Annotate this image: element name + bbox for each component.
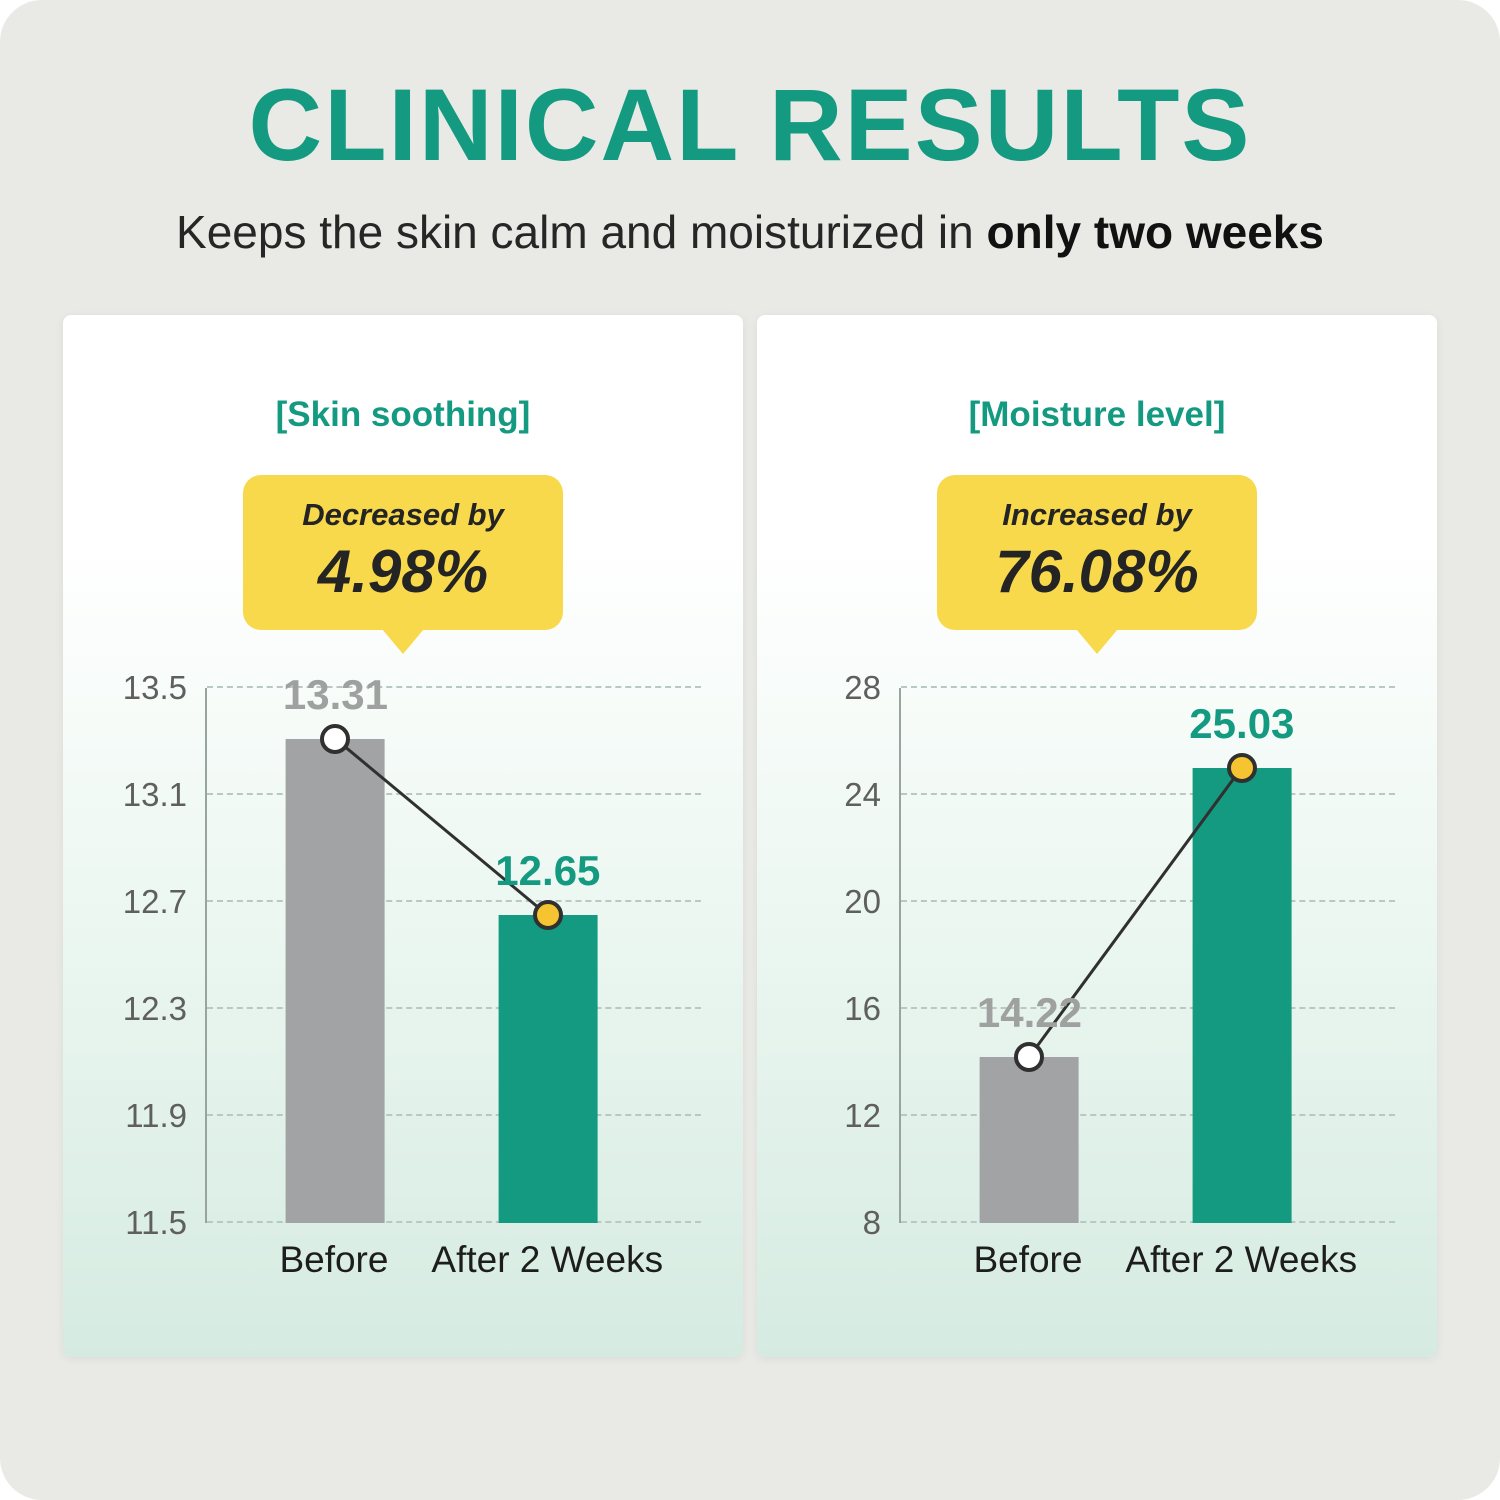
gridline [207, 900, 701, 903]
x-axis: Before After 2 Weeks [205, 1223, 701, 1289]
data-point-marker [1014, 1041, 1045, 1072]
y-axis: 28 24 20 16 12 8 [799, 669, 899, 1241]
page-subtitle: Keeps the skin calm and moisturized in o… [0, 205, 1500, 259]
x-axis-label: Before [973, 1239, 1083, 1281]
bar-after-2-weeks [498, 915, 598, 1224]
bar-value-label: 12.65 [495, 847, 601, 895]
gridline [207, 1114, 701, 1117]
data-point-marker [532, 900, 563, 931]
change-badge: Increased by 76.08% [937, 475, 1257, 655]
y-axis: 13.5 13.1 12.7 12.3 11.9 11.5 [105, 669, 205, 1241]
badge-value: 76.08% [995, 538, 1199, 606]
bar-after-2-weeks [1192, 767, 1292, 1224]
y-axis-tick-label: 11.5 [125, 1204, 187, 1242]
x-axis-label: Before [279, 1239, 389, 1281]
bar-value-label: 14.22 [976, 988, 1082, 1036]
gridline [901, 900, 1395, 903]
x-axis-label: After 2 Weeks [431, 1239, 664, 1281]
bar-chart-skin-soothing: 13.5 13.1 12.7 12.3 11.9 11.5 13.31 12.65 Before… [63, 669, 743, 1289]
y-axis-tick-label: 28 [844, 669, 881, 707]
y-axis-tick-label: 12.3 [122, 990, 187, 1028]
bar-value-label: 13.31 [282, 670, 388, 718]
data-point-marker [1226, 752, 1257, 783]
data-point-marker [320, 723, 351, 754]
y-axis-tick-label: 12 [844, 1097, 881, 1135]
y-axis-tick-label: 20 [844, 883, 881, 921]
chart-area: 13.5 13.1 12.7 12.3 11.9 11.5 13.31 12.65 [105, 669, 701, 1241]
y-axis-tick-label: 11.9 [125, 1097, 187, 1135]
charts-container: [Skin soothing] Decreased by 4.98% 13.5 1… [0, 315, 1500, 1358]
trend-line [901, 688, 1395, 1223]
gridline [901, 686, 1395, 689]
badge-label: Increased by [1002, 497, 1192, 533]
gridline [207, 686, 701, 689]
bar-before [980, 1056, 1079, 1224]
badge-bubble: Decreased by 4.98% [243, 475, 563, 631]
x-axis-label: After 2 Weeks [1125, 1239, 1358, 1281]
bar-before [286, 738, 385, 1224]
y-axis-tick-label: 13.1 [122, 776, 187, 814]
page-title: CLINICAL RESULTS [248, 68, 1252, 182]
chart-card-skin-soothing: [Skin soothing] Decreased by 4.98% 13.5 1… [63, 315, 743, 1358]
y-axis-tick-label: 24 [844, 776, 881, 814]
gridline [901, 1114, 1395, 1117]
badge-tail-icon [382, 629, 424, 655]
badge-bubble: Increased by 76.08% [937, 475, 1257, 631]
chart-title: [Skin soothing] [275, 395, 531, 435]
badge-label: Decreased by [302, 497, 504, 533]
chart-area: 28 24 20 16 12 8 14.22 25.03 [799, 669, 1395, 1241]
gridline [901, 1221, 1395, 1224]
plot-area: 13.31 12.65 [205, 671, 701, 1224]
plot-area: 14.22 25.03 [899, 686, 1395, 1224]
y-axis-tick-label: 16 [844, 990, 881, 1028]
bar-chart-moisture-level: 28 24 20 16 12 8 14.22 25.03 Before After 2 Weeks [757, 669, 1437, 1289]
bar-value-label: 25.03 [1189, 699, 1295, 747]
x-axis: Before After 2 Weeks [899, 1223, 1395, 1289]
y-axis-tick-label: 8 [862, 1204, 881, 1242]
gridline [207, 793, 701, 796]
gridline [901, 1007, 1395, 1010]
gridline [207, 1007, 701, 1010]
trend-line [207, 688, 701, 1223]
subtitle-text: Keeps the skin calm and moisturized in [176, 206, 987, 259]
badge-tail-icon [1076, 629, 1118, 655]
gridline [207, 1221, 701, 1224]
gridline [901, 793, 1395, 796]
y-axis-tick-label: 13.5 [122, 669, 187, 707]
change-badge: Decreased by 4.98% [243, 475, 563, 655]
chart-card-moisture-level: [Moisture level] Increased by 76.08% 28 2… [757, 315, 1437, 1358]
chart-title: [Moisture level] [968, 395, 1226, 435]
y-axis-tick-label: 12.7 [122, 883, 187, 921]
subtitle-bold-text: only two weeks [986, 206, 1324, 259]
badge-value: 4.98% [317, 538, 489, 606]
